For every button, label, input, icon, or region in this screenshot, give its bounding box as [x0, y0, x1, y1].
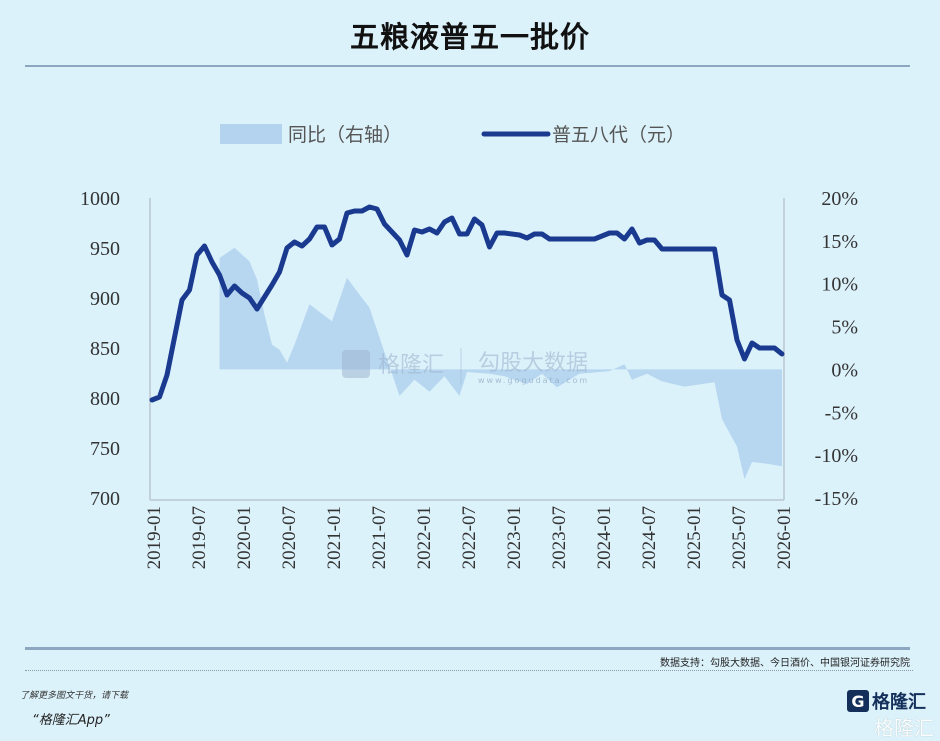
source-note: 数据支持：勾股大数据、今日酒价、中国银河证券研究院 [660, 654, 910, 669]
watermark-url: www.gogudata.com [478, 376, 589, 385]
left-tick-label: 850 [90, 338, 120, 360]
logo-text: 格隆汇 [872, 688, 926, 714]
x-tick-label: 2026-01 [774, 506, 795, 569]
x-tick-label: 2019-01 [144, 506, 165, 569]
logo-watermark: 格隆汇 [874, 712, 934, 741]
watermark-g-icon [342, 350, 370, 378]
watermark-brand-2: 勾股大数据 [478, 351, 588, 376]
left-tick-label: 900 [90, 288, 120, 310]
x-tick-label: 2021-07 [369, 506, 390, 569]
left-tick-label: 700 [90, 488, 120, 510]
right-tick-label: -5% [825, 402, 858, 424]
x-tick-label: 2024-07 [639, 506, 660, 569]
x-tick-label: 2023-07 [549, 506, 570, 569]
left-tick-label: 1000 [80, 188, 120, 210]
x-tick-label: 2019-07 [189, 506, 210, 569]
legend-swatch-yoy [220, 124, 282, 144]
x-tick-label: 2022-07 [459, 506, 480, 569]
right-tick-label: 0% [831, 359, 858, 381]
legend-label-yoy: 同比（右轴） [288, 124, 402, 146]
x-tick-label: 2020-07 [279, 506, 300, 569]
left-tick-label: 950 [90, 238, 120, 260]
x-tick-label: 2020-01 [234, 506, 255, 569]
promo-text: 了解更多图文干货，请下载 [20, 688, 128, 701]
right-tick-label: -15% [815, 488, 858, 510]
left-tick-label: 800 [90, 388, 120, 410]
right-tick-label: -10% [815, 445, 858, 467]
left-tick-label: 750 [90, 438, 120, 460]
promo-app-name: “格隆汇App” [32, 709, 110, 728]
right-tick-label: 15% [821, 231, 858, 253]
x-tick-label: 2022-01 [414, 506, 435, 569]
logo-g-icon: G [847, 690, 869, 712]
right-tick-label: 10% [821, 274, 858, 296]
x-tick-label: 2024-01 [594, 506, 615, 569]
brand-logo: G 格隆汇 [847, 688, 926, 714]
bottom-divider [25, 647, 910, 650]
x-tick-label: 2025-07 [729, 506, 750, 569]
x-tick-label: 2023-01 [504, 506, 525, 569]
dotted-divider [25, 670, 913, 671]
legend-label-price: 普五八代（元） [552, 124, 685, 146]
watermark-brand: 格隆汇 [378, 353, 444, 378]
x-tick-label: 2025-01 [684, 506, 705, 569]
right-tick-label: 20% [821, 188, 858, 210]
x-tick-label: 2021-01 [324, 506, 345, 569]
right-tick-label: 5% [831, 317, 858, 339]
